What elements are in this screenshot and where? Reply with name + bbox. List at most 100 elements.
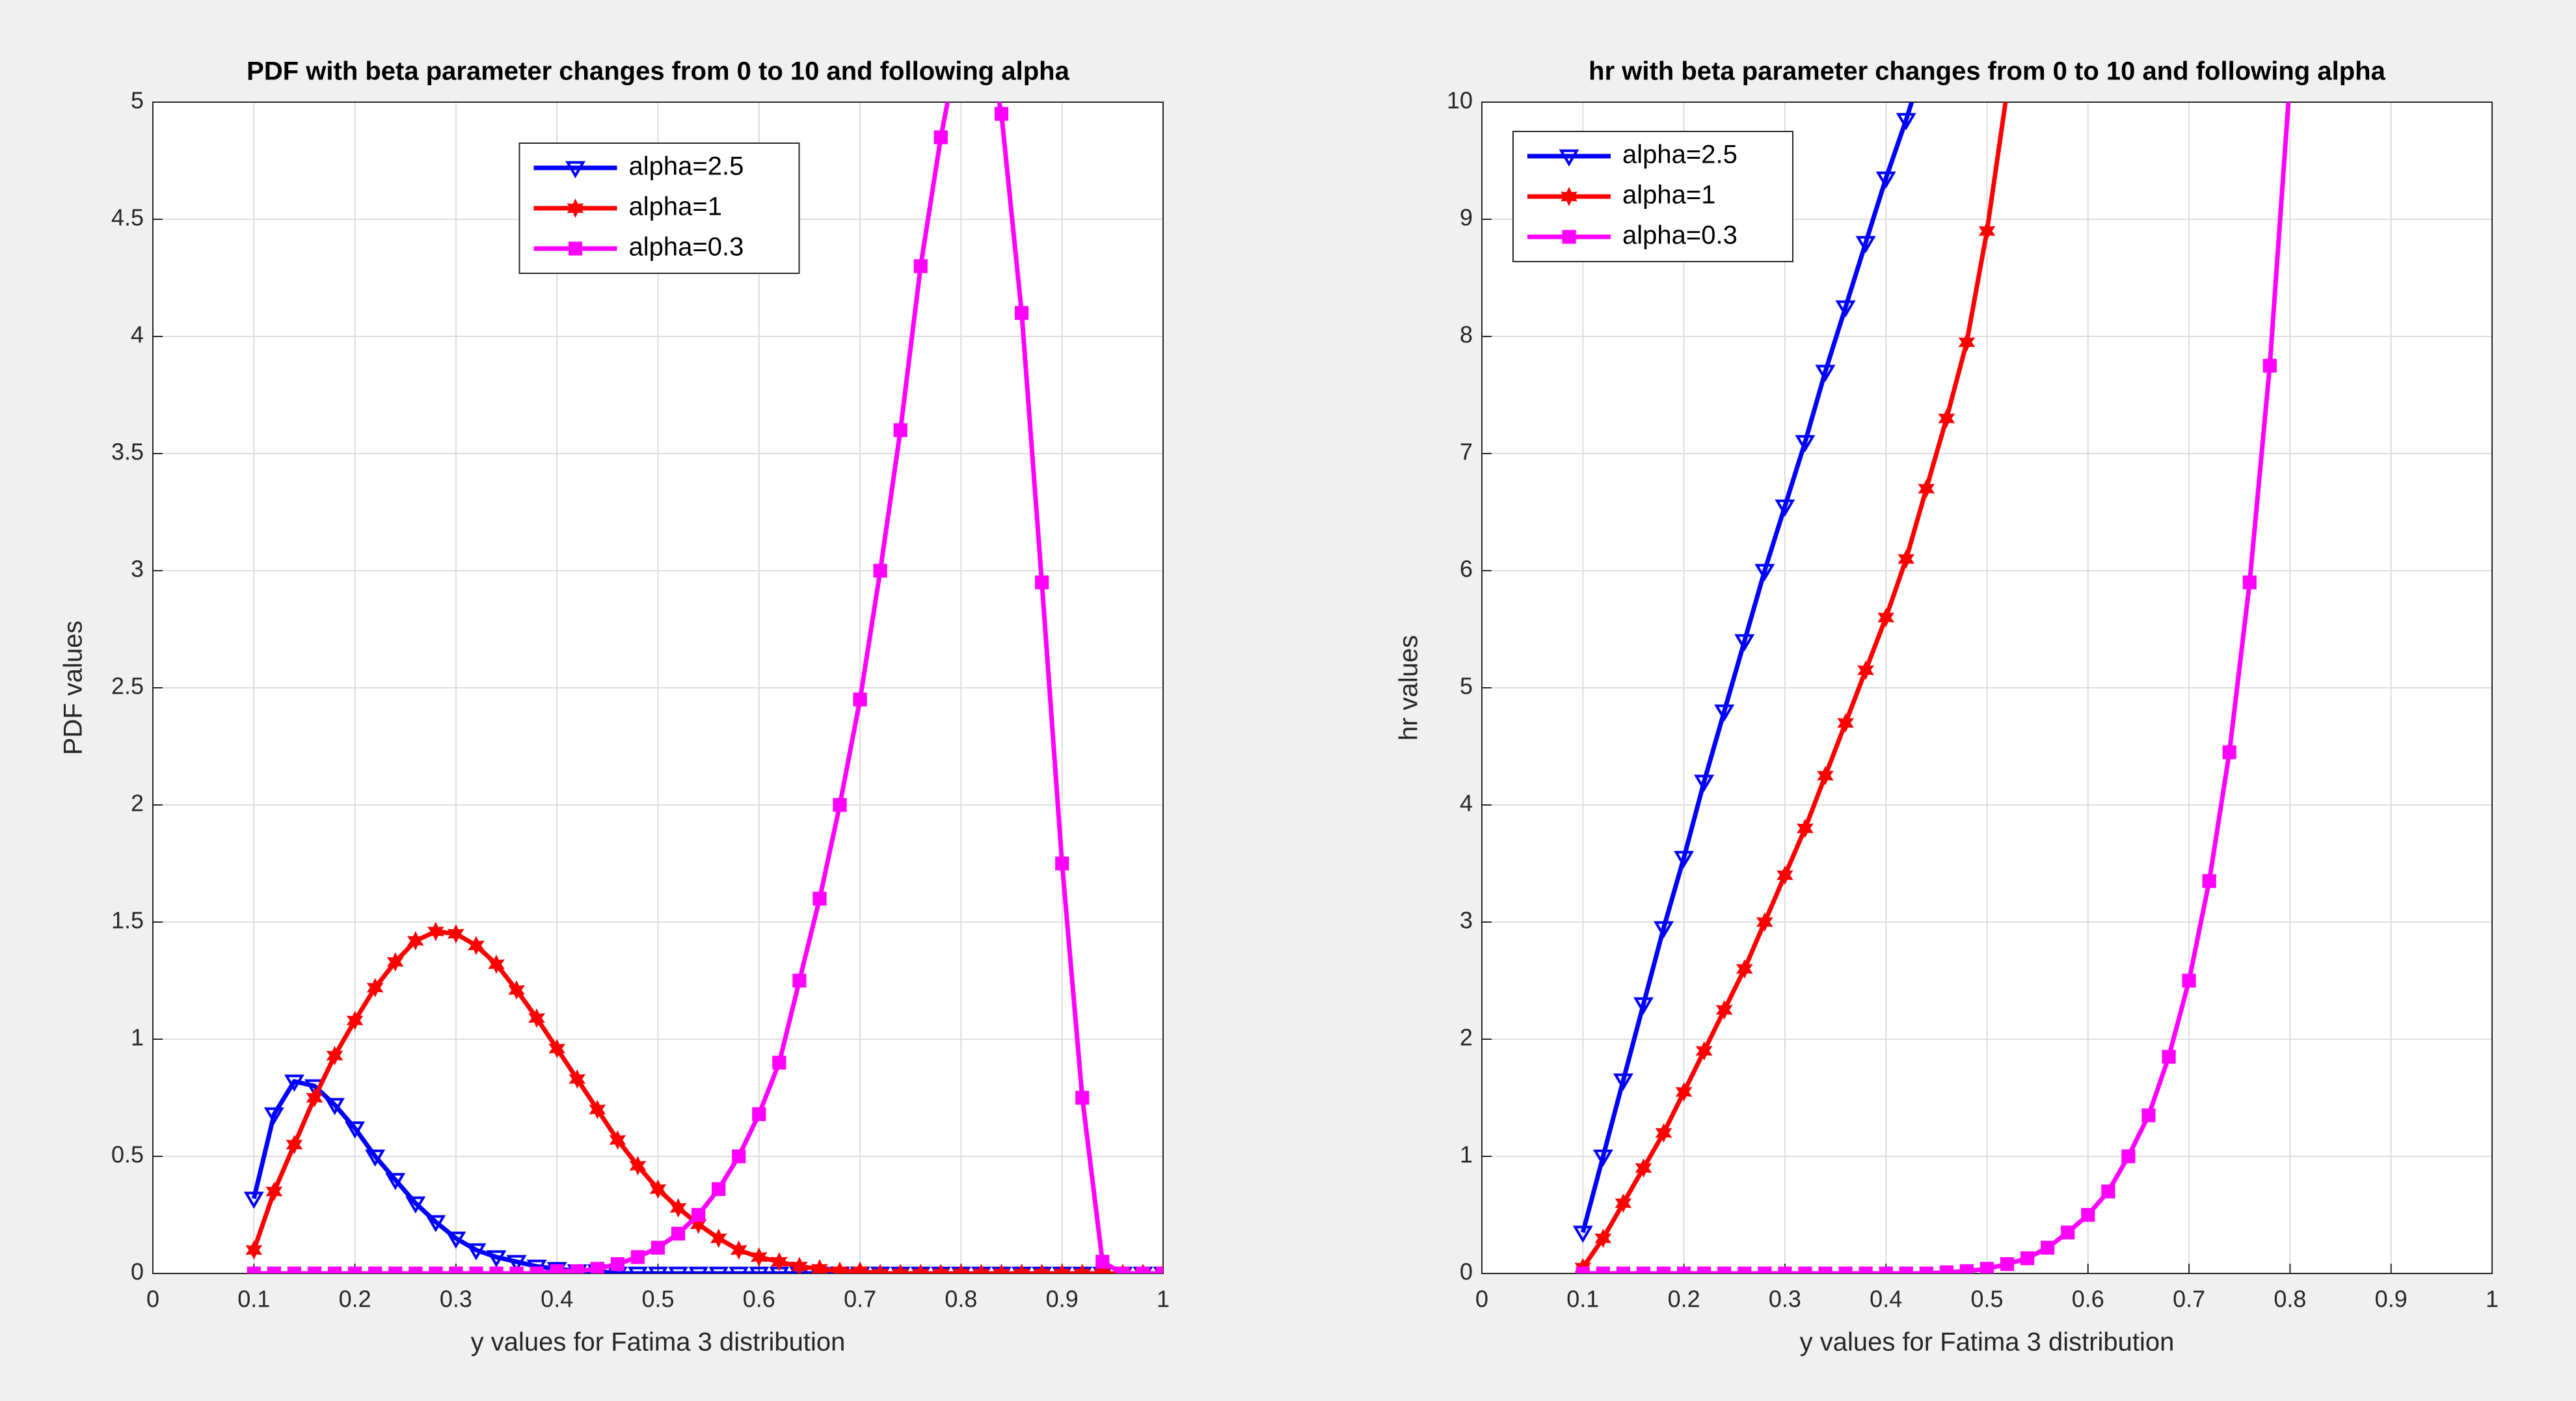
marker <box>1758 1266 1772 1273</box>
marker <box>1798 1266 1812 1273</box>
marker <box>385 1173 406 1190</box>
series-line <box>1580 102 1914 1233</box>
marker <box>792 973 807 988</box>
marker <box>790 1257 808 1273</box>
marker <box>1055 856 1069 871</box>
marker <box>449 1266 463 1273</box>
marker <box>265 1182 283 1201</box>
marker <box>668 1266 689 1273</box>
marker <box>1815 364 1836 382</box>
marker <box>1776 865 1793 885</box>
marker <box>1754 564 1775 581</box>
marker <box>932 1264 950 1273</box>
plot <box>1572 102 2291 1273</box>
y-tick-label: 5 <box>131 87 144 114</box>
marker <box>286 1135 303 1154</box>
marker <box>506 1255 527 1272</box>
marker <box>610 1257 624 1272</box>
marker <box>1655 1123 1672 1143</box>
y-tick-label: 3 <box>1460 907 1473 934</box>
chart-title: PDF with beta parameter changes from 0 t… <box>247 57 1069 86</box>
marker <box>1879 1266 1893 1273</box>
x-tick-label: 0.5 <box>641 1286 674 1313</box>
y-tick-label: 6 <box>1460 556 1473 582</box>
marker <box>425 1215 446 1232</box>
marker <box>649 1179 667 1199</box>
marker <box>973 1264 990 1273</box>
marker <box>548 1039 566 1059</box>
x-axis-label: y values for Fatima 3 distribution <box>471 1328 846 1357</box>
x-axis-label: y values for Fatima 3 distribution <box>1800 1328 2175 1357</box>
marker <box>326 1046 343 1066</box>
marker <box>429 1266 443 1273</box>
x-tick-label: 0.5 <box>1970 1286 2003 1313</box>
y-tick-label: 2.5 <box>111 673 144 700</box>
series-line <box>1581 102 2008 1269</box>
marker <box>1737 1266 1752 1273</box>
marker <box>730 1240 747 1260</box>
y-tick-label: 9 <box>1460 204 1473 231</box>
marker <box>1938 409 1955 428</box>
marker <box>590 1262 604 1273</box>
legend-marker <box>1562 230 1576 244</box>
x-tick-label: 0 <box>1475 1286 1488 1313</box>
marker <box>1898 549 1915 569</box>
marker <box>1835 300 1856 318</box>
marker <box>1095 1255 1110 1269</box>
y-tick-label: 4 <box>1460 790 1473 817</box>
marker <box>691 1208 706 1222</box>
marker <box>550 1264 564 1273</box>
marker <box>952 1264 970 1273</box>
marker <box>752 1107 766 1121</box>
marker <box>486 1250 507 1268</box>
x-tick-label: 0.1 <box>1566 1286 1599 1313</box>
marker <box>1592 1149 1613 1167</box>
marker <box>1896 113 1916 130</box>
marker <box>247 1266 261 1273</box>
y-tick-label: 5 <box>1460 673 1473 700</box>
y-tick-label: 2 <box>131 790 144 817</box>
marker <box>1073 1264 1091 1273</box>
marker <box>386 952 404 972</box>
marker <box>368 1266 382 1273</box>
marker <box>267 1266 281 1273</box>
marker <box>467 936 485 955</box>
marker <box>1717 1266 1732 1273</box>
y-axis-label: PDF values <box>59 621 88 755</box>
y-tick-label: 3 <box>131 556 144 582</box>
marker <box>263 1107 284 1125</box>
marker <box>893 423 907 437</box>
marker <box>853 692 867 707</box>
marker <box>750 1247 768 1267</box>
legend-label: alpha=2.5 <box>629 152 744 181</box>
marker <box>345 1121 366 1139</box>
marker <box>1674 850 1695 868</box>
marker <box>1919 1266 1933 1273</box>
marker <box>671 1227 686 1241</box>
marker <box>729 1266 749 1273</box>
marker <box>1654 921 1674 938</box>
marker <box>528 1008 546 1028</box>
marker <box>488 954 505 974</box>
marker <box>1796 819 1814 838</box>
marker <box>243 1191 264 1209</box>
marker <box>388 1266 403 1273</box>
marker <box>913 259 928 273</box>
marker <box>1014 306 1029 320</box>
x-tick-label: 0 <box>146 1286 159 1313</box>
marker <box>1756 912 1773 932</box>
marker <box>2141 1108 2156 1122</box>
y-tick-label: 0.5 <box>111 1141 144 1168</box>
marker <box>629 1156 647 1176</box>
marker <box>1877 608 1895 627</box>
x-tick-label: 0.1 <box>237 1286 270 1313</box>
y-tick-label: 4 <box>131 321 144 348</box>
y-axis-label: hr values <box>1395 635 1423 741</box>
chart-title: hr with beta parameter changes from 0 to… <box>1589 57 2385 86</box>
x-tick-label: 0.7 <box>2173 1286 2205 1313</box>
y-tick-label: 3.5 <box>111 439 144 465</box>
legend-marker <box>1561 187 1577 206</box>
marker <box>710 1229 727 1248</box>
marker <box>1978 221 1996 241</box>
marker <box>327 1266 342 1273</box>
